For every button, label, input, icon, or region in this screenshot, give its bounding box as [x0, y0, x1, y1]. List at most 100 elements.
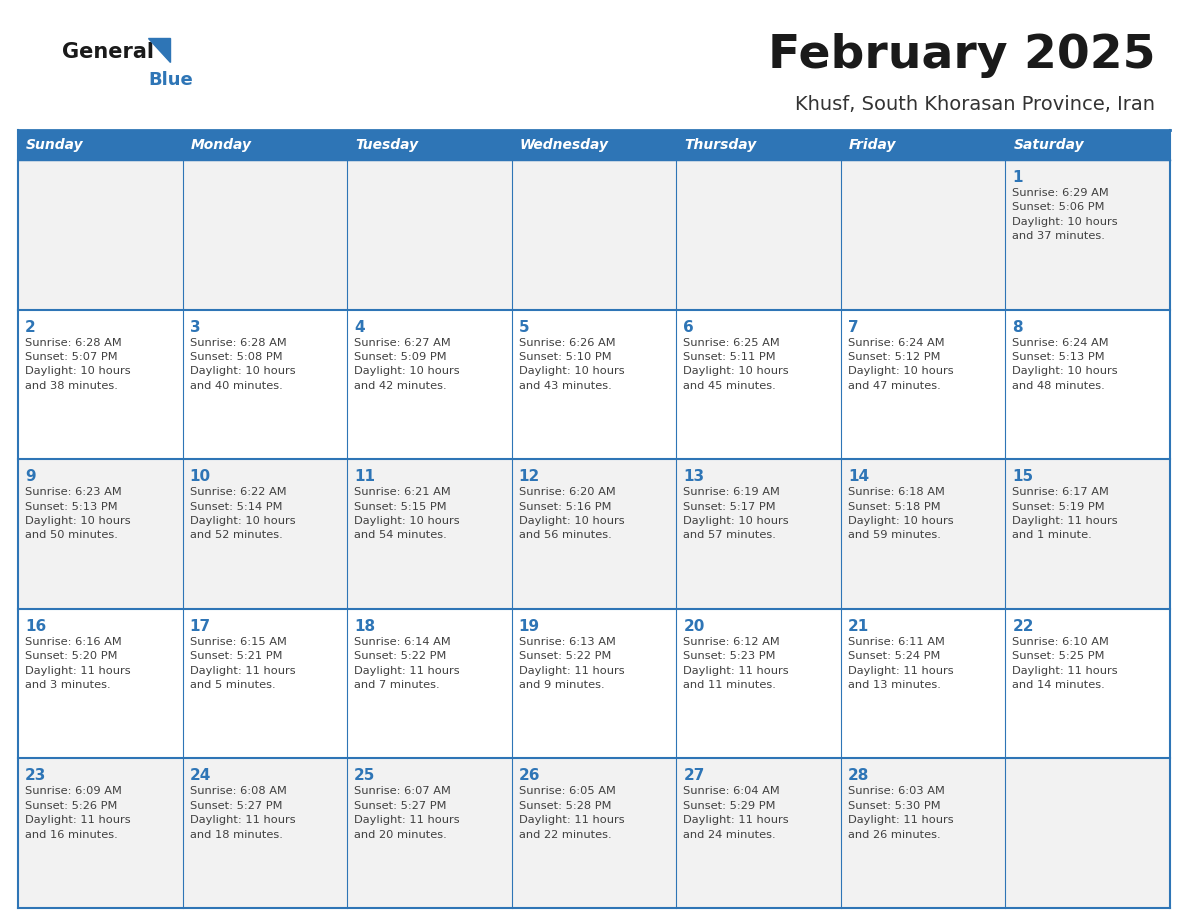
Text: Sunrise: 6:05 AM
Sunset: 5:28 PM
Daylight: 11 hours
and 22 minutes.: Sunrise: 6:05 AM Sunset: 5:28 PM Dayligh… [519, 787, 625, 840]
Bar [841, 758, 1005, 908]
Text: Sunrise: 6:24 AM
Sunset: 5:13 PM
Daylight: 10 hours
and 48 minutes.: Sunrise: 6:24 AM Sunset: 5:13 PM Dayligh… [1012, 338, 1118, 391]
Bar [512, 130, 676, 160]
Bar [512, 758, 676, 908]
Text: Thursday: Thursday [684, 138, 757, 152]
Text: 21: 21 [848, 619, 870, 633]
Text: Tuesday: Tuesday [355, 138, 418, 152]
Text: Monday: Monday [190, 138, 252, 152]
Bar [18, 459, 183, 609]
Text: Sunrise: 6:25 AM
Sunset: 5:11 PM
Daylight: 10 hours
and 45 minutes.: Sunrise: 6:25 AM Sunset: 5:11 PM Dayligh… [683, 338, 789, 391]
Bar [512, 309, 676, 459]
Bar [183, 130, 347, 160]
Text: 8: 8 [1012, 319, 1023, 334]
Text: 23: 23 [25, 768, 46, 783]
Bar [347, 130, 512, 160]
Bar [841, 160, 1005, 309]
Bar [676, 609, 841, 758]
Text: Sunrise: 6:20 AM
Sunset: 5:16 PM
Daylight: 10 hours
and 56 minutes.: Sunrise: 6:20 AM Sunset: 5:16 PM Dayligh… [519, 487, 625, 541]
Text: Sunrise: 6:07 AM
Sunset: 5:27 PM
Daylight: 11 hours
and 20 minutes.: Sunrise: 6:07 AM Sunset: 5:27 PM Dayligh… [354, 787, 460, 840]
Bar [347, 758, 512, 908]
Bar [1005, 309, 1170, 459]
Text: Sunrise: 6:22 AM
Sunset: 5:14 PM
Daylight: 10 hours
and 52 minutes.: Sunrise: 6:22 AM Sunset: 5:14 PM Dayligh… [190, 487, 295, 541]
Text: 20: 20 [683, 619, 704, 633]
Text: Sunrise: 6:29 AM
Sunset: 5:06 PM
Daylight: 10 hours
and 37 minutes.: Sunrise: 6:29 AM Sunset: 5:06 PM Dayligh… [1012, 188, 1118, 241]
Text: Sunrise: 6:24 AM
Sunset: 5:12 PM
Daylight: 10 hours
and 47 minutes.: Sunrise: 6:24 AM Sunset: 5:12 PM Dayligh… [848, 338, 954, 391]
Text: Sunrise: 6:14 AM
Sunset: 5:22 PM
Daylight: 11 hours
and 7 minutes.: Sunrise: 6:14 AM Sunset: 5:22 PM Dayligh… [354, 637, 460, 690]
Bar [1005, 459, 1170, 609]
Bar [1005, 130, 1170, 160]
Text: Saturday: Saturday [1013, 138, 1085, 152]
Text: 5: 5 [519, 319, 530, 334]
Text: Sunrise: 6:15 AM
Sunset: 5:21 PM
Daylight: 11 hours
and 5 minutes.: Sunrise: 6:15 AM Sunset: 5:21 PM Dayligh… [190, 637, 295, 690]
Bar [18, 309, 183, 459]
Text: 10: 10 [190, 469, 210, 484]
Text: Sunrise: 6:11 AM
Sunset: 5:24 PM
Daylight: 11 hours
and 13 minutes.: Sunrise: 6:11 AM Sunset: 5:24 PM Dayligh… [848, 637, 954, 690]
Text: 18: 18 [354, 619, 375, 633]
Bar [347, 459, 512, 609]
Text: Sunrise: 6:13 AM
Sunset: 5:22 PM
Daylight: 11 hours
and 9 minutes.: Sunrise: 6:13 AM Sunset: 5:22 PM Dayligh… [519, 637, 625, 690]
Text: 2: 2 [25, 319, 36, 334]
Text: 7: 7 [848, 319, 859, 334]
Text: Sunday: Sunday [26, 138, 83, 152]
Text: Sunrise: 6:10 AM
Sunset: 5:25 PM
Daylight: 11 hours
and 14 minutes.: Sunrise: 6:10 AM Sunset: 5:25 PM Dayligh… [1012, 637, 1118, 690]
Text: 3: 3 [190, 319, 201, 334]
Text: Sunrise: 6:04 AM
Sunset: 5:29 PM
Daylight: 11 hours
and 24 minutes.: Sunrise: 6:04 AM Sunset: 5:29 PM Dayligh… [683, 787, 789, 840]
Bar [1005, 609, 1170, 758]
Text: Sunrise: 6:19 AM
Sunset: 5:17 PM
Daylight: 10 hours
and 57 minutes.: Sunrise: 6:19 AM Sunset: 5:17 PM Dayligh… [683, 487, 789, 541]
Bar [512, 609, 676, 758]
Text: 27: 27 [683, 768, 704, 783]
Text: 17: 17 [190, 619, 210, 633]
Bar [18, 130, 183, 160]
Text: 15: 15 [1012, 469, 1034, 484]
Text: General: General [62, 42, 154, 62]
Bar [347, 309, 512, 459]
Bar [676, 130, 841, 160]
Text: Blue: Blue [148, 71, 192, 89]
Text: Sunrise: 6:28 AM
Sunset: 5:08 PM
Daylight: 10 hours
and 40 minutes.: Sunrise: 6:28 AM Sunset: 5:08 PM Dayligh… [190, 338, 295, 391]
Text: Sunrise: 6:16 AM
Sunset: 5:20 PM
Daylight: 11 hours
and 3 minutes.: Sunrise: 6:16 AM Sunset: 5:20 PM Dayligh… [25, 637, 131, 690]
Text: Sunrise: 6:28 AM
Sunset: 5:07 PM
Daylight: 10 hours
and 38 minutes.: Sunrise: 6:28 AM Sunset: 5:07 PM Dayligh… [25, 338, 131, 391]
Text: 12: 12 [519, 469, 541, 484]
Text: 28: 28 [848, 768, 870, 783]
Bar [841, 609, 1005, 758]
Text: Sunrise: 6:26 AM
Sunset: 5:10 PM
Daylight: 10 hours
and 43 minutes.: Sunrise: 6:26 AM Sunset: 5:10 PM Dayligh… [519, 338, 625, 391]
Bar [183, 309, 347, 459]
Bar [347, 160, 512, 309]
Bar [18, 160, 183, 309]
Text: Sunrise: 6:23 AM
Sunset: 5:13 PM
Daylight: 10 hours
and 50 minutes.: Sunrise: 6:23 AM Sunset: 5:13 PM Dayligh… [25, 487, 131, 541]
Text: 19: 19 [519, 619, 539, 633]
Bar [841, 130, 1005, 160]
Bar [18, 758, 183, 908]
Text: Sunrise: 6:08 AM
Sunset: 5:27 PM
Daylight: 11 hours
and 18 minutes.: Sunrise: 6:08 AM Sunset: 5:27 PM Dayligh… [190, 787, 295, 840]
Text: Sunrise: 6:21 AM
Sunset: 5:15 PM
Daylight: 10 hours
and 54 minutes.: Sunrise: 6:21 AM Sunset: 5:15 PM Dayligh… [354, 487, 460, 541]
Bar [841, 309, 1005, 459]
Text: 6: 6 [683, 319, 694, 334]
Text: 9: 9 [25, 469, 36, 484]
Text: 13: 13 [683, 469, 704, 484]
Bar [676, 160, 841, 309]
Text: 14: 14 [848, 469, 868, 484]
Bar [183, 609, 347, 758]
Text: 25: 25 [354, 768, 375, 783]
Text: Sunrise: 6:27 AM
Sunset: 5:09 PM
Daylight: 10 hours
and 42 minutes.: Sunrise: 6:27 AM Sunset: 5:09 PM Dayligh… [354, 338, 460, 391]
Bar [183, 459, 347, 609]
Bar [347, 609, 512, 758]
Bar [1005, 758, 1170, 908]
Text: Wednesday: Wednesday [519, 138, 608, 152]
Text: Sunrise: 6:09 AM
Sunset: 5:26 PM
Daylight: 11 hours
and 16 minutes.: Sunrise: 6:09 AM Sunset: 5:26 PM Dayligh… [25, 787, 131, 840]
Bar [18, 609, 183, 758]
Text: 11: 11 [354, 469, 375, 484]
Polygon shape [148, 38, 170, 62]
Text: 22: 22 [1012, 619, 1034, 633]
Bar [183, 160, 347, 309]
Bar [512, 459, 676, 609]
Text: 16: 16 [25, 619, 46, 633]
Bar [676, 309, 841, 459]
Bar [841, 459, 1005, 609]
Text: Khusf, South Khorasan Province, Iran: Khusf, South Khorasan Province, Iran [795, 95, 1155, 115]
Text: Sunrise: 6:17 AM
Sunset: 5:19 PM
Daylight: 11 hours
and 1 minute.: Sunrise: 6:17 AM Sunset: 5:19 PM Dayligh… [1012, 487, 1118, 541]
Bar [1005, 160, 1170, 309]
Text: Sunrise: 6:18 AM
Sunset: 5:18 PM
Daylight: 10 hours
and 59 minutes.: Sunrise: 6:18 AM Sunset: 5:18 PM Dayligh… [848, 487, 954, 541]
Bar [676, 459, 841, 609]
Text: Friday: Friday [849, 138, 897, 152]
